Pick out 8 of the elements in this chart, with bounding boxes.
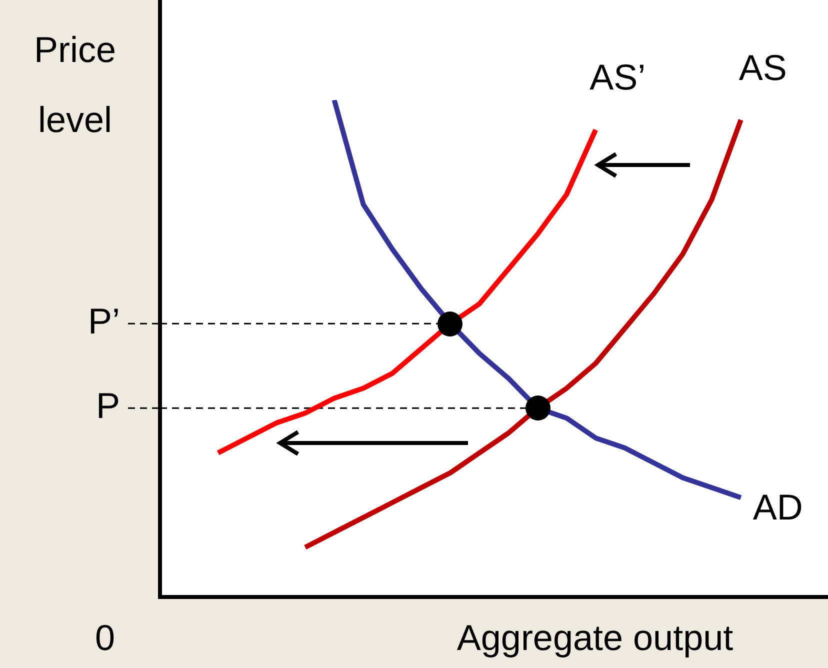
y-axis-title: Price level bbox=[34, 28, 116, 140]
text: 0 bbox=[94, 616, 116, 658]
series-label: AS’ bbox=[590, 56, 646, 98]
x-axis-title: Aggregate output bbox=[456, 616, 734, 658]
legend-label: P’ bbox=[88, 300, 120, 342]
series-label: AD bbox=[752, 486, 803, 528]
legend-label: P bbox=[96, 385, 120, 426]
series-label: AS bbox=[738, 46, 787, 88]
